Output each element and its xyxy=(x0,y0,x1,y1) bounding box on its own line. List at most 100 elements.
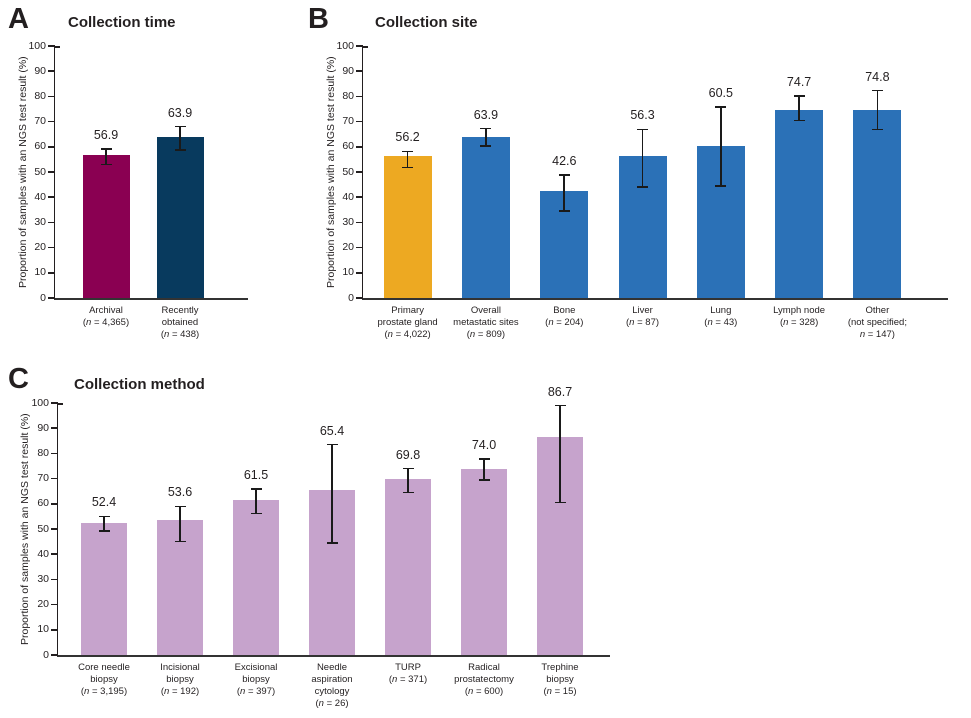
bar xyxy=(233,500,279,655)
y-axis-tick-label: 40 xyxy=(342,190,354,203)
y-axis-tick-label: 50 xyxy=(342,165,354,178)
y-axis-tick xyxy=(51,427,58,429)
y-axis-tick-label: 40 xyxy=(37,547,49,560)
y-axis-tick xyxy=(51,503,58,505)
panel-letter: A xyxy=(8,3,29,35)
error-bar xyxy=(559,405,561,503)
y-axis-tick-label: 90 xyxy=(34,64,46,77)
error-bar-bottom-cap xyxy=(402,166,414,169)
bar-value-label: 74.0 xyxy=(471,437,497,452)
category-label: Radical prostatectomy (n = 600) xyxy=(454,662,514,697)
bar-value-label: 61.5 xyxy=(243,468,269,483)
y-axis-tick-label: 40 xyxy=(34,190,46,203)
y-axis-tick-label: 50 xyxy=(34,165,46,178)
y-axis-tick-label: 80 xyxy=(342,89,354,102)
bar xyxy=(383,156,432,298)
error-bar xyxy=(105,148,107,165)
y-axis-tick-label: 70 xyxy=(34,115,46,128)
error-bar-top-cap xyxy=(715,106,727,108)
error-bar xyxy=(720,107,722,186)
error-bar xyxy=(798,95,800,121)
error-bar xyxy=(179,126,181,150)
error-bar-top-cap xyxy=(793,95,805,97)
category-label: Excisional biopsy (n = 397) xyxy=(234,662,278,697)
y-axis-tick-label: 0 xyxy=(43,648,49,661)
error-bar-bottom-cap xyxy=(326,542,338,544)
panel-collection-method: C Collection method Proportion of sample… xyxy=(0,360,660,718)
panel-letter: B xyxy=(308,3,329,35)
bar-value-label: 74.8 xyxy=(865,69,890,84)
category-label: Archival (n = 4,365) xyxy=(82,305,130,328)
bar-chart-plot: 0 10 20 30 40 50 60 70 80 90 100 56.9 Archival (n = 4… xyxy=(28,40,248,340)
error-bar-top-cap xyxy=(554,404,566,407)
y-axis-tick xyxy=(51,578,58,581)
y-axis-tick xyxy=(48,297,55,299)
error-bar-bottom-cap xyxy=(478,479,490,481)
y-axis-tick xyxy=(48,246,55,249)
error-bar xyxy=(255,489,257,514)
error-bar xyxy=(406,151,409,168)
y-axis-tick-label: 30 xyxy=(37,572,49,585)
category-label: Core needle biopsy (n = 3,195) xyxy=(78,662,130,697)
bar xyxy=(81,523,127,655)
error-bar-top-cap xyxy=(402,150,414,153)
error-bar-top-cap xyxy=(637,128,648,131)
bar-value-label: 56.2 xyxy=(395,130,420,145)
error-bar-top-cap xyxy=(402,467,414,470)
error-bar-top-cap xyxy=(326,443,338,446)
y-axis-tick xyxy=(48,171,55,173)
y-axis-tick xyxy=(356,146,363,148)
error-bar xyxy=(407,468,409,493)
y-axis-tick-label: 80 xyxy=(34,89,46,102)
bar-chart-plot: 0 10 20 30 40 50 60 70 80 90 100 52.4 Core needle bio… xyxy=(31,385,610,709)
y-axis-tick-label: 60 xyxy=(342,140,354,153)
y-axis-tick xyxy=(48,196,55,198)
y-axis-tick-label: 80 xyxy=(37,446,49,459)
error-bar xyxy=(485,128,487,146)
category-label: Bone (n = 204) xyxy=(545,305,584,328)
category-label: Primary prostate gland (n = 4,022) xyxy=(377,305,438,340)
panel-title: Collection site xyxy=(375,14,478,31)
error-bar-top-cap xyxy=(480,127,492,130)
bar xyxy=(82,154,130,298)
error-bar-bottom-cap xyxy=(554,501,566,504)
bar-value-label: 52.4 xyxy=(91,495,117,510)
y-axis-tick xyxy=(356,272,363,274)
category-label: Other (not specified; n = 147) xyxy=(847,305,907,340)
y-axis-tick-label: 10 xyxy=(34,266,46,279)
y-axis-tick-label: 20 xyxy=(342,241,354,254)
y-axis-tick xyxy=(51,528,58,530)
panel-collection-site: B Collection site Proportion of samples … xyxy=(300,0,971,360)
error-bar-bottom-cap xyxy=(480,144,492,147)
y-axis-tick xyxy=(51,477,58,480)
panel-title: Collection time xyxy=(68,14,176,31)
error-bar xyxy=(179,506,181,542)
panel-letter: C xyxy=(8,363,29,395)
error-bar-top-cap xyxy=(174,505,186,508)
y-axis-tick-label: 60 xyxy=(34,140,46,153)
error-bar-bottom-cap xyxy=(402,491,414,494)
bar-value-label: 63.9 xyxy=(473,107,499,122)
y-axis-tick-label: 100 xyxy=(336,39,354,52)
y-axis-tick xyxy=(48,146,55,148)
bar-value-label: 74.7 xyxy=(786,74,812,89)
y-axis-tick-label: 30 xyxy=(342,215,354,228)
y-axis-tick xyxy=(51,553,58,555)
bar xyxy=(775,109,824,298)
bar-value-label: 56.9 xyxy=(93,127,119,142)
category-label: Lymph node (n = 328) xyxy=(773,305,826,328)
error-bar-bottom-cap xyxy=(250,512,262,515)
category-label: TURP (n = 371) xyxy=(388,662,428,685)
bar-value-label: 69.8 xyxy=(395,447,421,462)
bar xyxy=(853,109,902,298)
y-axis-tick-label: 20 xyxy=(34,241,46,254)
bar xyxy=(461,468,507,655)
error-bar-top-cap xyxy=(250,488,262,490)
error-bar-top-cap xyxy=(100,148,112,150)
y-axis-tick xyxy=(356,45,363,47)
y-axis-tick-label: 100 xyxy=(31,396,49,409)
bar-value-label: 86.7 xyxy=(547,384,573,399)
error-bar-bottom-cap xyxy=(174,540,186,543)
error-bar-bottom-cap xyxy=(100,163,112,166)
y-axis-tick-label: 50 xyxy=(37,522,49,535)
